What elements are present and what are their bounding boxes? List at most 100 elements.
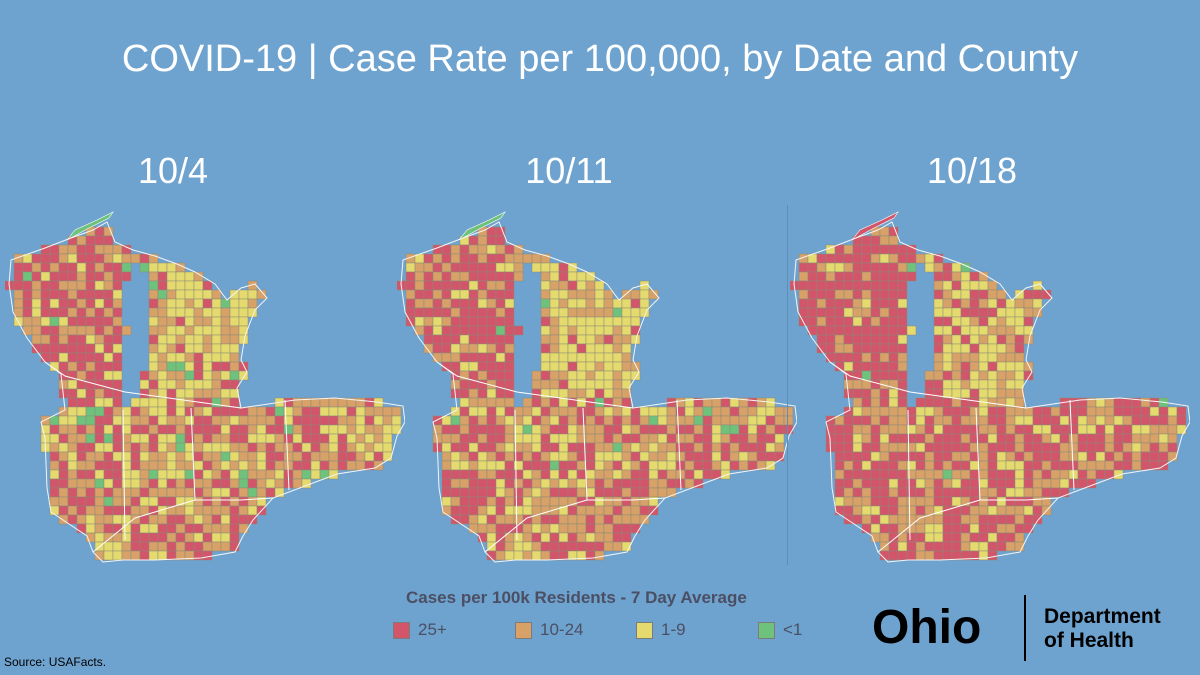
county-cell <box>522 541 533 552</box>
county-cell <box>184 289 195 300</box>
county-cell <box>76 298 87 309</box>
county-cell <box>1050 415 1061 426</box>
legend-item-10-24: 10-24 <box>515 620 583 640</box>
county-cell <box>49 253 60 264</box>
county-cell <box>450 433 461 444</box>
county-cell <box>960 523 971 534</box>
county-cell <box>960 424 971 435</box>
county-cell <box>942 433 953 444</box>
county-cell <box>49 307 60 318</box>
county-cell <box>468 253 479 264</box>
county-cell <box>612 388 623 399</box>
county-cell <box>861 505 872 516</box>
county-cell <box>978 541 989 552</box>
county-cell <box>816 280 827 291</box>
county-cell <box>852 451 863 462</box>
county-cell <box>85 316 96 327</box>
county-cell <box>94 460 105 471</box>
county-cell <box>103 514 114 525</box>
county-cell <box>567 478 578 489</box>
county-cell <box>103 352 114 363</box>
county-cell <box>594 352 605 363</box>
county-cell <box>933 379 944 390</box>
county-cell <box>211 379 222 390</box>
county-cell <box>693 406 704 417</box>
county-cell <box>585 280 596 291</box>
county-cell <box>139 451 150 462</box>
county-cell <box>666 487 677 498</box>
county-cell <box>103 244 114 255</box>
county-cell <box>319 415 330 426</box>
county-cell <box>558 487 569 498</box>
county-cell <box>522 397 533 408</box>
county-cell <box>888 460 899 471</box>
county-cell <box>924 532 935 543</box>
county-cell <box>76 442 87 453</box>
county-cell <box>450 253 461 264</box>
county-cell <box>657 460 668 471</box>
county-cell <box>148 442 159 453</box>
county-cell <box>861 469 872 480</box>
county-cell <box>897 244 908 255</box>
county-cell <box>1050 424 1061 435</box>
county-cell <box>897 397 908 408</box>
county-cell <box>888 433 899 444</box>
county-cell <box>85 271 96 282</box>
county-cell <box>870 388 881 399</box>
county-cell <box>1023 505 1034 516</box>
county-cell <box>94 397 105 408</box>
county-cell <box>319 397 330 408</box>
county-cell <box>202 280 213 291</box>
county-cell <box>639 478 650 489</box>
county-cell <box>879 397 890 408</box>
county-cell <box>942 316 953 327</box>
county-cell <box>76 361 87 372</box>
county-cell <box>94 343 105 354</box>
county-cell <box>67 316 78 327</box>
county-cell <box>852 514 863 525</box>
county-cell <box>1032 406 1043 417</box>
county-cell <box>112 433 123 444</box>
county-cell <box>1059 442 1070 453</box>
county-cell <box>184 370 195 381</box>
county-cell <box>202 388 213 399</box>
county-cell <box>337 433 348 444</box>
county-cell <box>621 442 632 453</box>
county-cell <box>612 334 623 345</box>
county-cell <box>94 469 105 480</box>
county-cell <box>130 406 141 417</box>
county-cell <box>184 505 195 516</box>
county-cell <box>67 379 78 390</box>
county-cell <box>157 307 168 318</box>
county-cell <box>816 343 827 354</box>
county-cell <box>765 406 776 417</box>
county-cell <box>960 442 971 453</box>
county-cell <box>540 406 551 417</box>
state-border <box>907 409 911 541</box>
county-cell <box>960 361 971 372</box>
county-cell <box>76 370 87 381</box>
county-cell <box>486 325 497 336</box>
date-label-3: 10/18 <box>926 150 1018 191</box>
county-cell <box>702 415 713 426</box>
county-cell <box>310 406 321 417</box>
county-cell <box>933 532 944 543</box>
county-cell <box>915 496 926 507</box>
county-cell <box>486 487 497 498</box>
county-cell <box>40 262 51 273</box>
county-cell <box>477 415 488 426</box>
county-cell <box>978 451 989 462</box>
county-cell <box>996 343 1007 354</box>
county-cell <box>915 415 926 426</box>
county-cell <box>648 424 659 435</box>
county-cell <box>193 388 204 399</box>
county-cell <box>67 334 78 345</box>
county-cell <box>996 496 1007 507</box>
county-cell <box>373 442 384 453</box>
county-cell <box>1005 505 1016 516</box>
county-cell <box>103 496 114 507</box>
county-cell <box>1005 433 1016 444</box>
county-cell <box>684 406 695 417</box>
county-cell <box>1140 424 1151 435</box>
county-cell <box>274 469 285 480</box>
